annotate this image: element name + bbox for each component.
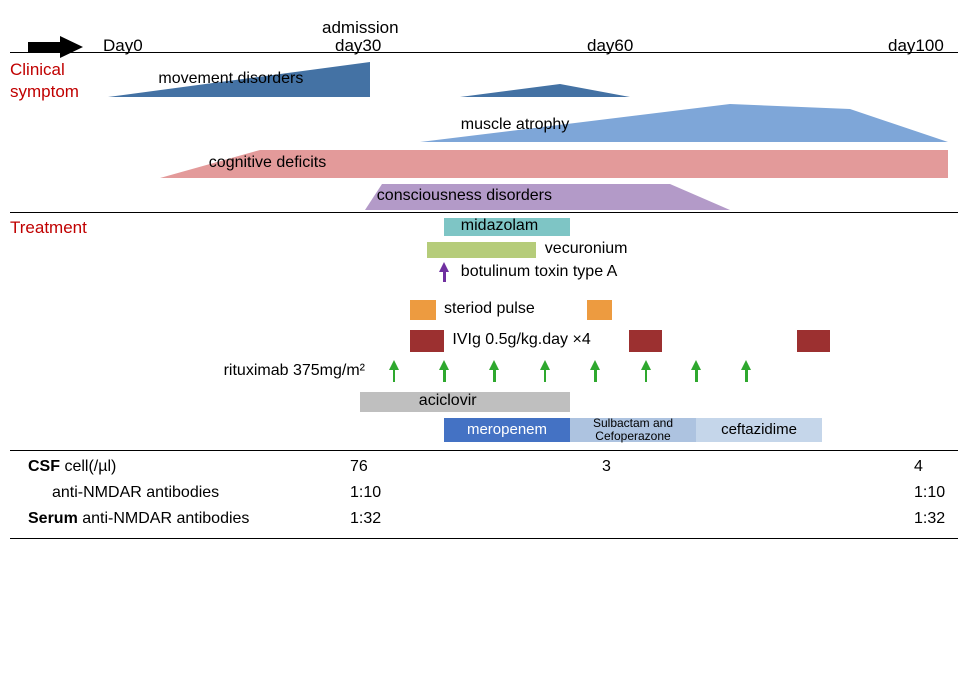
axis-label: day60	[587, 36, 633, 56]
treatment-ivig	[410, 330, 444, 352]
treatment-ivig	[629, 330, 663, 352]
treatment-antibiotic: Sulbactam andCefoperazone	[570, 418, 696, 442]
section-label-clinical: Clinical	[10, 60, 65, 80]
treatment-rituximab-arrow-icon	[443, 368, 446, 382]
treatment-botulinum-arrowhead-icon	[439, 262, 449, 272]
treatment-rituximab-arrow-icon	[594, 368, 597, 382]
treatment-rituximab-arrowhead-icon	[389, 360, 399, 370]
treatment-label-aciclovir: aciclovir	[419, 392, 477, 410]
treatment-rituximab-arrow-icon	[393, 368, 396, 382]
divider	[10, 450, 958, 451]
treatment-label-steroid: steriod pulse	[444, 300, 535, 318]
treatment-steroid	[587, 300, 612, 320]
table-row-label: anti-NMDAR antibodies	[52, 484, 219, 502]
table-row-label: Serum anti-NMDAR antibodies	[28, 510, 249, 528]
symptom-label-muscle: muscle atrophy	[461, 116, 570, 134]
table-cell: 1:32	[350, 510, 381, 528]
table-cell: 4	[914, 458, 923, 476]
axis-label: day30	[335, 36, 381, 56]
treatment-antibiotic: meropenem	[444, 418, 570, 442]
symptom-label-cognitive: cognitive deficits	[209, 154, 326, 172]
treatment-rituximab-arrowhead-icon	[489, 360, 499, 370]
treatment-steroid	[410, 300, 435, 320]
table-cell: 76	[350, 458, 368, 476]
axis-label: Day0	[103, 36, 143, 56]
treatment-rituximab-arrow-icon	[645, 368, 648, 382]
divider	[10, 538, 958, 539]
treatment-rituximab-arrow-icon	[695, 368, 698, 382]
section-label-symptom: symptom	[10, 82, 79, 102]
treatment-label-ivig: IVIg 0.5g/kg.day ×4	[452, 331, 590, 349]
treatment-rituximab-arrowhead-icon	[439, 360, 449, 370]
treatment-rituximab-arrowhead-icon	[590, 360, 600, 370]
symptom-label-consciousness: consciousness disorders	[377, 187, 552, 205]
treatment-antibiotic: ceftazidime	[696, 418, 822, 442]
section-label-treatment: Treatment	[10, 218, 87, 238]
treatment-rituximab-arrowhead-icon	[741, 360, 751, 370]
treatment-ivig	[797, 330, 831, 352]
table-cell: 3	[602, 458, 611, 476]
table-row-label: CSF cell(/µl)	[28, 458, 116, 476]
axis-label: day100	[888, 36, 944, 56]
symptom-label-movement: movement disorders	[158, 70, 303, 88]
axis-line	[10, 52, 958, 53]
treatment-rituximab-arrow-icon	[544, 368, 547, 382]
clinical-timeline-chart: Day0 admissionday30 day60 day100 Clinicalsym…	[10, 10, 958, 685]
axis-label-admission: admission	[322, 18, 399, 38]
treatment-rituximab-arrowhead-icon	[540, 360, 550, 370]
treatment-rituximab-arrow-icon	[493, 368, 496, 382]
treatment-rituximab-arrow-icon	[745, 368, 748, 382]
timeline-arrow-icon	[28, 36, 88, 58]
symptom-movement	[460, 84, 630, 97]
treatment-vecuronium	[427, 242, 536, 258]
treatment-label-midazolam: midazolam	[461, 217, 538, 235]
divider	[10, 212, 958, 213]
treatment-label-rituximab: rituximab 375mg/m²	[224, 362, 365, 380]
table-cell: 1:10	[350, 484, 381, 502]
treatment-rituximab-arrowhead-icon	[641, 360, 651, 370]
treatment-label-vecuronium: vecuronium	[545, 240, 628, 258]
table-cell: 1:32	[914, 510, 945, 528]
table-cell: 1:10	[914, 484, 945, 502]
treatment-rituximab-arrowhead-icon	[691, 360, 701, 370]
treatment-label-botulinum: botulinum toxin type A	[461, 263, 618, 281]
